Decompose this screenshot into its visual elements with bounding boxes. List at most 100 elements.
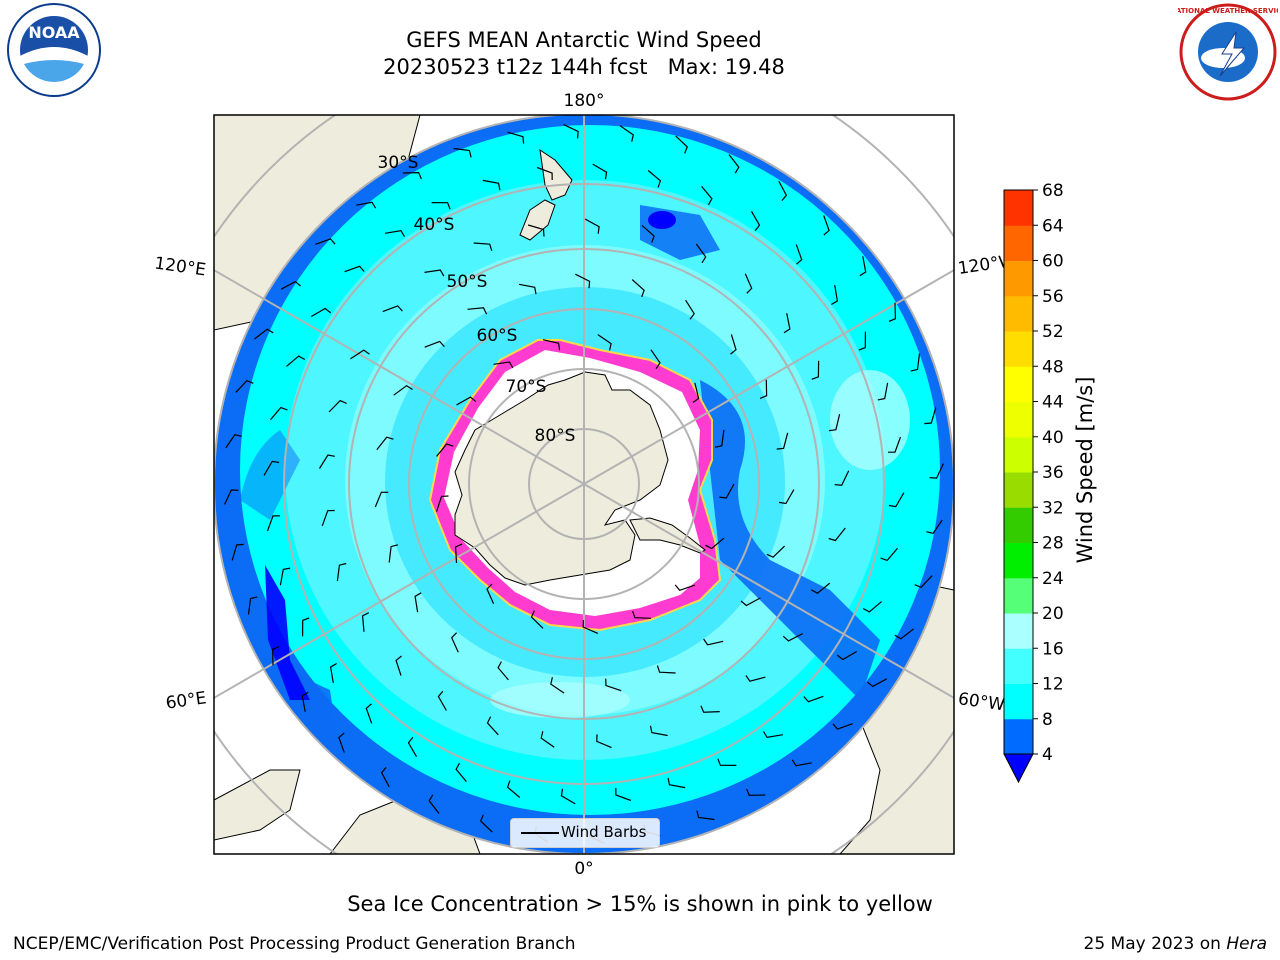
colorbar-bin — [1004, 401, 1033, 438]
wind-barb — [867, 678, 888, 688]
wind-barb — [759, 379, 768, 399]
wind-barb — [647, 170, 662, 188]
wind-barb — [437, 690, 447, 711]
wind-barb — [395, 655, 402, 676]
wind-barb — [479, 814, 493, 833]
wind-barb — [803, 695, 824, 703]
sea-ice-note: Sea Ice Concentration > 15% is shown in … — [347, 892, 933, 916]
wind-barb — [271, 646, 280, 666]
wind-barb — [692, 382, 700, 403]
lat-label-30s: 30°S — [378, 153, 419, 173]
map-legend: Wind Barbs — [510, 818, 660, 848]
wind-barb — [778, 180, 788, 201]
wind-barb — [858, 331, 866, 351]
wind-barb — [766, 545, 786, 558]
wind-barb — [563, 124, 579, 139]
wind-barb — [619, 125, 634, 142]
noaa-logo-text: NOAA — [28, 23, 80, 42]
lat-label-50s: 50°S — [447, 272, 488, 292]
wind-barb — [650, 349, 661, 370]
wind-barb — [888, 492, 905, 508]
wind-barb — [540, 731, 555, 748]
footer-date: 25 May 2023 on Hera — [1084, 934, 1268, 954]
wind-barb — [286, 355, 306, 367]
colorbar-tick-label: 56 — [1042, 287, 1064, 307]
wind-barb — [746, 788, 766, 797]
wind-barb — [700, 705, 720, 713]
wind-barb — [315, 238, 336, 245]
wind-barb — [632, 610, 651, 619]
wind-barb — [641, 224, 655, 243]
wind-barb — [382, 305, 403, 313]
wind-barb — [493, 361, 514, 369]
wind-barb — [685, 299, 695, 320]
wind-barb — [497, 661, 509, 681]
lat-label-60s: 60°S — [477, 326, 518, 346]
colorbar-tick-label: 24 — [1042, 569, 1064, 589]
wind-barb — [338, 732, 345, 753]
wind-barb — [321, 509, 335, 527]
wind-barb — [728, 154, 740, 174]
wind-barb — [592, 163, 608, 180]
wind-barb — [926, 519, 943, 534]
wind-barb — [667, 777, 686, 789]
africa-land — [214, 769, 301, 841]
colorbar-bin — [1004, 366, 1033, 402]
wind-barb — [832, 723, 853, 730]
wind-barb — [910, 353, 921, 372]
wind-barb — [745, 675, 766, 682]
colorbar-tick-label: 60 — [1042, 252, 1064, 272]
wind-barb — [762, 731, 784, 739]
wind-barb — [402, 171, 422, 180]
wind-barb — [888, 302, 897, 322]
wind-barb — [336, 562, 347, 582]
wind-barb — [675, 135, 689, 154]
wind-barb — [828, 414, 841, 432]
wind-barb — [831, 284, 839, 306]
colorbar-bin — [1004, 225, 1033, 261]
wind-barbs — [224, 124, 944, 844]
wind-barb — [862, 601, 882, 613]
wind-barb — [329, 662, 337, 684]
wind-barb — [247, 596, 258, 615]
wind-barb — [823, 215, 830, 236]
colorbar-tick-label: 4 — [1042, 745, 1053, 765]
wind-barb — [778, 489, 795, 505]
wind-barb — [527, 224, 545, 237]
colorbar-under-extend — [1003, 753, 1034, 784]
wind-barb — [834, 470, 850, 486]
lat-label-80s: 80°S — [535, 426, 576, 446]
wind-barb — [705, 537, 725, 550]
wind-barb — [887, 436, 902, 453]
wind-barb — [782, 633, 803, 642]
wind-barb — [414, 592, 422, 613]
wind-barb — [791, 759, 812, 767]
wind-barb — [453, 147, 472, 158]
wind-barb — [506, 780, 521, 798]
colorbar-tick-label: 52 — [1042, 322, 1064, 342]
colorbar-bin — [1004, 260, 1033, 297]
wind-barb — [740, 597, 761, 607]
noaa-logo: NOAA — [7, 3, 101, 97]
wind-barb — [231, 543, 244, 561]
wind-barb — [328, 399, 347, 413]
wind-barb — [811, 582, 831, 595]
wind-barb — [266, 515, 281, 532]
colorbar-tick-label: 48 — [1042, 357, 1064, 377]
wind-barb — [730, 334, 737, 355]
wind-barb — [631, 279, 645, 298]
colorbar-bin — [1004, 507, 1033, 543]
wind-barb — [701, 186, 713, 206]
wind-barb — [302, 617, 310, 637]
wind-barb — [744, 273, 753, 294]
wind-barb — [482, 179, 501, 191]
colorbar-tick-label: 20 — [1042, 604, 1064, 624]
colorbar-bin — [1004, 613, 1033, 649]
wind-barb — [467, 307, 488, 315]
colorbar-bin — [1004, 577, 1033, 614]
wind-barb — [361, 612, 370, 632]
wind-barb — [828, 527, 846, 542]
colorbar-bin — [1004, 436, 1033, 473]
wind-barb — [536, 166, 553, 181]
footer-machine: Hera — [1226, 934, 1267, 954]
